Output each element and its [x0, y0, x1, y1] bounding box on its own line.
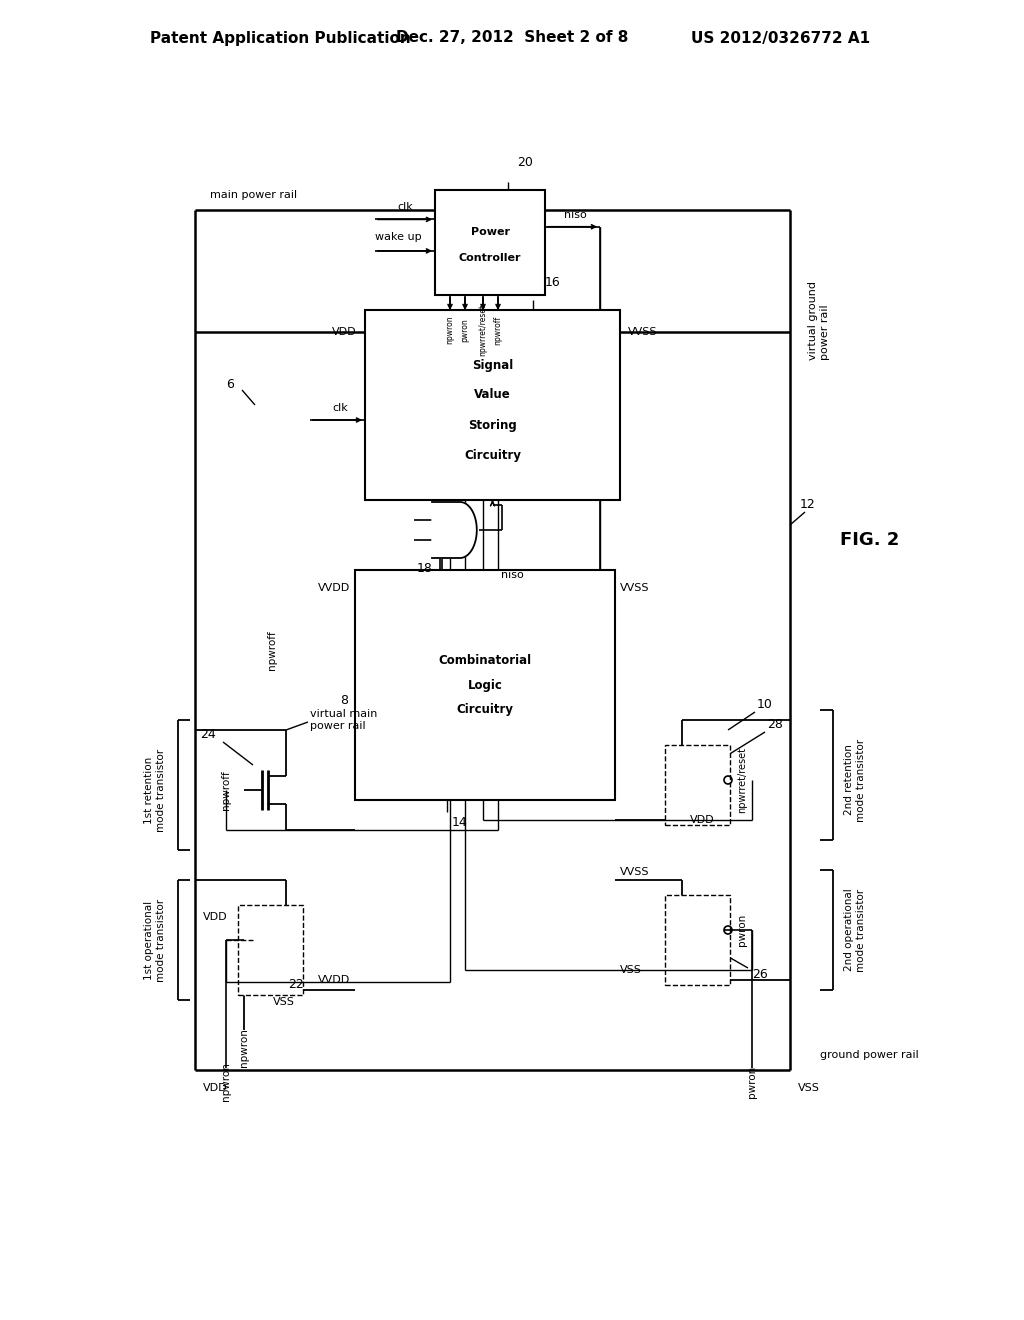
Bar — [435, 190, 545, 294]
Text: 2nd operational
mode transistor: 2nd operational mode transistor — [844, 888, 866, 972]
Text: niso: niso — [501, 570, 523, 579]
Text: clk: clk — [332, 403, 348, 413]
Text: 1st retention
mode transistor: 1st retention mode transistor — [144, 748, 166, 832]
Text: 20: 20 — [517, 156, 532, 169]
Text: npwroff: npwroff — [494, 315, 503, 345]
Text: VVSS: VVSS — [620, 867, 649, 876]
Text: npwron: npwron — [221, 1063, 231, 1101]
Text: virtual main
power rail: virtual main power rail — [310, 709, 378, 731]
Text: VVSS: VVSS — [628, 327, 657, 337]
Text: 24: 24 — [200, 729, 216, 742]
Text: 12: 12 — [800, 499, 816, 511]
Text: npwrret/reset: npwrret/reset — [737, 747, 746, 813]
Text: VDD: VDD — [690, 814, 715, 825]
Text: 18: 18 — [417, 561, 433, 574]
Text: 10: 10 — [757, 698, 773, 711]
Text: 8: 8 — [340, 693, 348, 706]
Text: clk: clk — [397, 202, 413, 213]
Text: Dec. 27, 2012  Sheet 2 of 8: Dec. 27, 2012 Sheet 2 of 8 — [396, 30, 628, 45]
Text: npwroff: npwroff — [267, 630, 278, 669]
FancyBboxPatch shape — [665, 895, 730, 985]
Text: Signal: Signal — [472, 359, 513, 371]
Text: 2nd retention
mode transistor: 2nd retention mode transistor — [844, 738, 866, 821]
Text: VVDD: VVDD — [317, 975, 350, 985]
Text: npwrret/reset: npwrret/reset — [478, 304, 487, 356]
Text: Value: Value — [474, 388, 511, 401]
FancyBboxPatch shape — [238, 906, 303, 995]
Text: 26: 26 — [752, 969, 768, 982]
Text: 6: 6 — [226, 379, 233, 392]
Text: VDD: VDD — [333, 327, 357, 337]
Text: niso: niso — [563, 210, 587, 219]
Bar — [365, 310, 620, 500]
Text: 22: 22 — [288, 978, 304, 991]
FancyBboxPatch shape — [665, 744, 730, 825]
Text: Controller: Controller — [459, 253, 521, 263]
Text: npwroff: npwroff — [221, 770, 231, 810]
Text: Power: Power — [470, 227, 510, 238]
Text: ground power rail: ground power rail — [820, 1049, 919, 1060]
Text: 28: 28 — [767, 718, 783, 731]
Text: Combinatorial: Combinatorial — [438, 653, 531, 667]
Text: pwron: pwron — [737, 913, 746, 946]
Text: VSS: VSS — [273, 997, 295, 1007]
Text: FIG. 2: FIG. 2 — [841, 531, 900, 549]
Text: main power rail: main power rail — [210, 190, 297, 201]
Text: 14: 14 — [453, 816, 468, 829]
Text: virtual ground
power rail: virtual ground power rail — [808, 281, 829, 359]
Text: Patent Application Publication: Patent Application Publication — [150, 30, 411, 45]
Text: pwron: pwron — [461, 318, 469, 342]
Bar — [355, 570, 615, 800]
Text: pwron: pwron — [746, 1065, 757, 1098]
Text: 1st operational
mode transistor: 1st operational mode transistor — [144, 899, 166, 982]
Text: VVDD: VVDD — [317, 583, 350, 593]
Text: Circuitry: Circuitry — [464, 449, 521, 462]
Text: VDD: VDD — [203, 1082, 227, 1093]
Polygon shape — [432, 502, 477, 558]
Text: VSS: VSS — [620, 965, 642, 975]
Text: npwron: npwron — [239, 1028, 249, 1068]
Text: VDD: VDD — [203, 912, 227, 921]
Text: VSS: VSS — [798, 1082, 820, 1093]
Text: Circuitry: Circuitry — [457, 704, 513, 717]
Text: US 2012/0326772 A1: US 2012/0326772 A1 — [691, 30, 870, 45]
Text: npwron: npwron — [445, 315, 455, 345]
Text: Logic: Logic — [468, 678, 503, 692]
Text: VVSS: VVSS — [620, 583, 649, 593]
Text: 16: 16 — [545, 276, 560, 289]
Text: wake up: wake up — [375, 232, 421, 242]
Text: Storing: Storing — [468, 418, 517, 432]
